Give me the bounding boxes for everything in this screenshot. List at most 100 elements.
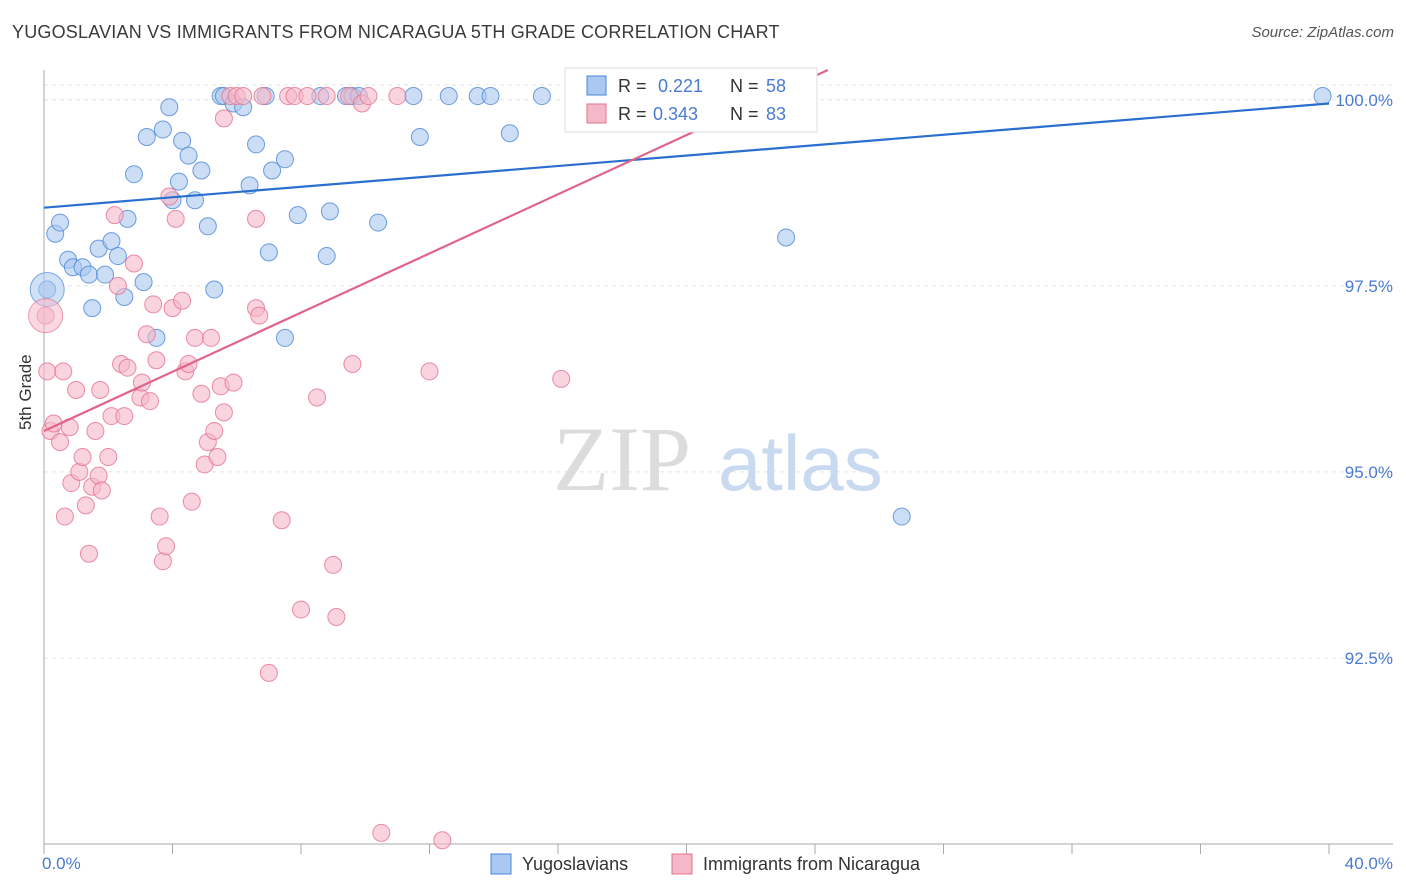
point-nicaragua-15 [86, 421, 105, 440]
point-yugoslavians-33 [247, 135, 266, 154]
point-yugoslavians-53 [532, 87, 551, 106]
point-yugoslavians-49 [439, 87, 458, 106]
y-tick-label-2: 97.5% [1345, 277, 1393, 296]
point-nicaragua-44 [192, 384, 211, 403]
point-nicaragua-43 [185, 328, 204, 347]
point-nicaragua-67 [308, 388, 327, 407]
point-nicaragua-30 [141, 392, 160, 411]
point-nicaragua-74 [359, 87, 378, 106]
point-nicaragua-10 [70, 462, 89, 481]
point-nicaragua-70 [327, 608, 346, 627]
point-nicaragua-32 [147, 351, 166, 370]
point-yugoslavians-56 [1313, 87, 1332, 106]
point-nicaragua-72 [343, 354, 362, 373]
point-yugoslavians-21 [169, 172, 188, 191]
point-nicaragua-18 [92, 481, 111, 500]
y-tick-label-0: 92.5% [1345, 649, 1393, 668]
point-nicaragua-68 [317, 87, 336, 106]
point-nicaragua-48 [205, 421, 224, 440]
watermark-atlas: atlas [718, 419, 883, 507]
point-nicaragua-5 [54, 362, 73, 381]
y-tick-labels: 92.5% 95.0% 97.5% 100.0% [1335, 91, 1393, 668]
stats-r-label-pink: R = [618, 104, 647, 124]
legend-label-nicaragua: Immigrants from Nicaragua [703, 854, 921, 874]
stats-n-label-pink: N = [730, 104, 759, 124]
y-tick-label-3: 100.0% [1335, 91, 1393, 110]
source-label: Source: ZipAtlas.com [1251, 24, 1394, 41]
point-nicaragua-34 [157, 537, 176, 556]
y-tick-label-1: 95.0% [1345, 463, 1393, 482]
point-nicaragua-75 [372, 823, 391, 842]
point-nicaragua-35 [150, 507, 169, 526]
trend-line-yugoslavians [43, 102, 1330, 209]
point-nicaragua-24 [115, 407, 134, 426]
legend-swatch-nicaragua [671, 853, 693, 875]
point-nicaragua-60 [253, 87, 272, 106]
point-yugoslavians-47 [404, 87, 423, 106]
point-yugoslavians-19 [160, 98, 179, 117]
point-nicaragua-22 [108, 276, 127, 295]
legend: Yugoslavians Immigrants from Nicaragua [490, 853, 921, 875]
point-yugoslavians-38 [275, 328, 294, 347]
point-nicaragua-4 [51, 433, 70, 452]
point-nicaragua-78 [433, 831, 452, 850]
point-nicaragua-19 [99, 448, 118, 466]
gridlines [44, 84, 1393, 659]
point-yugoslavians-15 [134, 273, 153, 292]
point-yugoslavians-2 [51, 213, 70, 232]
point-nicaragua-76 [388, 87, 407, 106]
point-nicaragua-61 [259, 663, 278, 682]
point-nicaragua-62 [272, 511, 291, 530]
point-yugoslavians-16 [137, 127, 156, 146]
point-yugoslavians-52 [500, 124, 519, 143]
point-nicaragua-31 [144, 295, 163, 314]
point-nicaragua-1 [38, 362, 57, 381]
stats-n-value-blue: 58 [766, 76, 786, 96]
point-nicaragua-54 [224, 373, 243, 392]
stats-n-label-blue: N = [730, 76, 759, 96]
point-yugoslavians-6 [79, 265, 98, 284]
point-nicaragua-33 [153, 552, 172, 571]
point-nicaragua-17 [91, 381, 110, 400]
point-yugoslavians-11 [108, 247, 127, 266]
stats-r-label-blue: R = [618, 76, 647, 96]
stats-swatch-pink [586, 103, 607, 124]
point-nicaragua-66 [298, 87, 317, 106]
stats-n-value-pink: 83 [766, 104, 786, 124]
point-nicaragua-large [28, 298, 64, 334]
point-yugoslavians-37 [275, 150, 294, 169]
stats-box: R = 0.221 N = 58 R = 0.343 N = 83 [564, 67, 818, 133]
point-yugoslavians-55 [892, 507, 911, 526]
point-yugoslavians-22 [173, 131, 192, 150]
point-nicaragua-52 [214, 403, 233, 422]
point-nicaragua-77 [420, 362, 439, 381]
legend-swatch-yugoslavians [490, 853, 512, 875]
point-nicaragua-51 [214, 109, 233, 128]
x-tick-label-min: 0.0% [42, 854, 81, 873]
point-nicaragua-69 [324, 555, 343, 574]
point-nicaragua-11 [73, 448, 92, 466]
point-nicaragua-12 [76, 496, 95, 515]
x-tick-label-max: 40.0% [1345, 854, 1393, 873]
point-nicaragua-26 [124, 254, 143, 273]
point-nicaragua-49 [208, 448, 227, 466]
point-nicaragua-47 [202, 328, 221, 347]
point-yugoslavians-39 [288, 206, 307, 225]
point-nicaragua-29 [137, 325, 156, 344]
point-nicaragua-9 [67, 381, 86, 400]
point-yugoslavians-18 [153, 120, 172, 139]
point-nicaragua-25 [118, 358, 137, 377]
point-yugoslavians-7 [83, 299, 102, 318]
point-nicaragua-59 [250, 306, 269, 325]
point-yugoslavians-46 [369, 213, 388, 232]
point-nicaragua-42 [182, 492, 201, 511]
point-yugoslavians-25 [192, 161, 211, 180]
point-nicaragua-65 [292, 600, 310, 619]
point-nicaragua-13 [79, 544, 98, 563]
point-yugoslavians-48 [410, 127, 429, 146]
point-yugoslavians-26 [198, 217, 217, 236]
point-yugoslavians-54 [777, 228, 796, 247]
point-yugoslavians-23 [179, 146, 198, 165]
point-nicaragua-57 [247, 209, 266, 228]
